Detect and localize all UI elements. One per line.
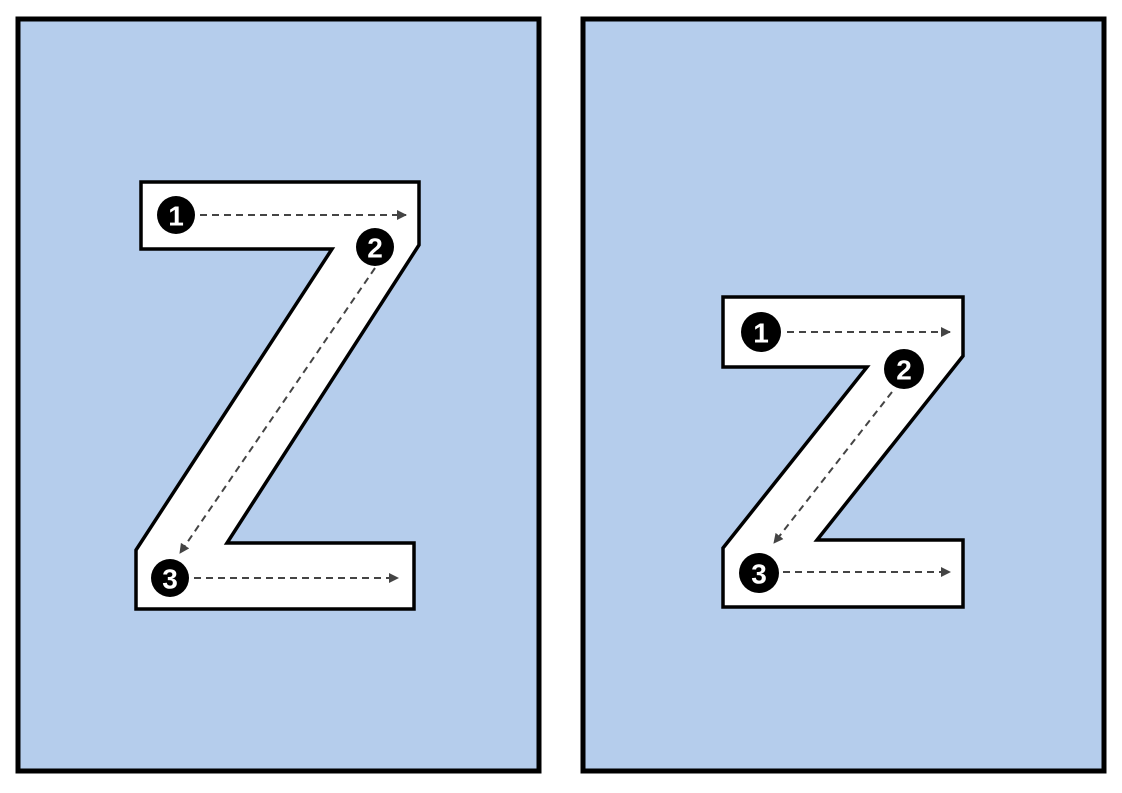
svg-text:2: 2 [367, 233, 383, 264]
uppercase-z-letter-shape [134, 180, 421, 611]
svg-text:3: 3 [162, 564, 178, 595]
step-marker-3: 3 [739, 553, 779, 593]
svg-text:3: 3 [751, 559, 767, 590]
step-marker-3: 3 [151, 559, 189, 597]
svg-text:2: 2 [896, 355, 912, 386]
step-marker-1: 1 [157, 196, 195, 234]
step-marker-2: 2 [884, 349, 924, 389]
step-marker-1: 1 [741, 312, 781, 352]
svg-text:1: 1 [168, 201, 184, 232]
step-marker-2: 2 [356, 228, 394, 266]
stroke-2-arrow [179, 267, 376, 554]
uppercase-z-panel: 1 2 3 [15, 16, 542, 774]
lowercase-z-panel: 1 2 3 [580, 16, 1107, 774]
stroke-2-arrow [773, 391, 893, 544]
svg-text:1: 1 [753, 318, 769, 349]
